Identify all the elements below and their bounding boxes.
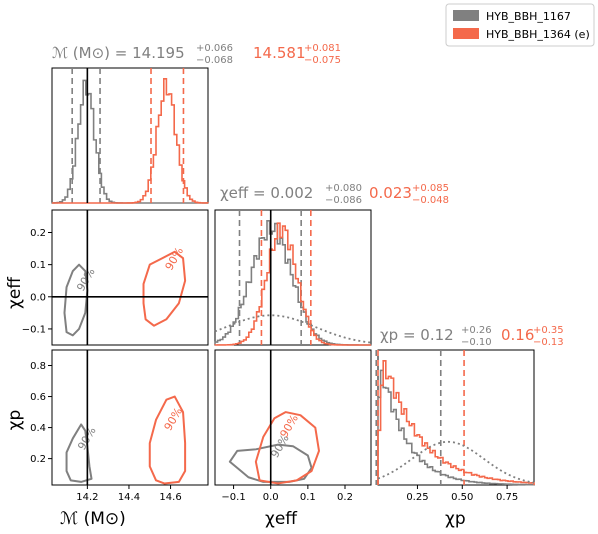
- contour-mchirp-chi_eff-0: [63, 263, 89, 337]
- legend: HYB_BBH_1167 HYB_BBH_1364 (e): [445, 3, 595, 47]
- panel-1d-mchirp: [51, 67, 209, 204]
- xtick-label-chi_eff-1: 0.0: [263, 492, 279, 503]
- panel-2d-mchirp-chi_eff: 90%90%: [51, 209, 209, 346]
- xtick-label-mchirp-1: 14.4: [118, 492, 140, 503]
- xtick-label-chi_p-0: 0.25: [406, 492, 428, 503]
- chi-p-grey-median: 0.12: [420, 326, 453, 344]
- ytick-label-chi-p-1: 0.4: [30, 423, 46, 434]
- panel-2d-chi_eff-chi_p: 90%90%: [214, 349, 372, 486]
- chi-p-grey-plus: +0.26: [461, 325, 492, 336]
- chi-p-grey-minus: −0.10: [461, 337, 492, 348]
- ytick-label-chi-eff-1: 0.0: [30, 292, 46, 303]
- contour-mchirp-chi_p-1: [148, 395, 187, 485]
- x-label-mchirp: ℳ (M⊙): [60, 509, 126, 529]
- ytick-label-chi-eff-0: −0.1: [22, 324, 46, 335]
- xtick-label-chi_p-2: 0.75: [496, 492, 518, 503]
- mchirp-grey-plus: +0.066: [196, 43, 233, 54]
- y-label-chi-p: χp: [5, 410, 25, 431]
- chi-p-title-prefix: χp =: [380, 326, 420, 344]
- mchirp-red-minus: −0.075: [304, 55, 341, 66]
- chi-eff-grey-median: 0.002: [270, 184, 313, 202]
- hist-chi_eff-0: [214, 220, 372, 346]
- hist-mchirp-0: [51, 79, 208, 204]
- chi-eff-grey-plus: +0.080: [325, 183, 362, 194]
- xtick-label-chi_p-1: 0.50: [451, 492, 473, 503]
- frame-2d-mchirp-chi_eff: [51, 209, 209, 346]
- ytick-label-chi-eff-3: 0.2: [30, 228, 46, 239]
- chi-eff-grey-minus: −0.086: [325, 195, 362, 206]
- xtick-label-mchirp-2: 14.6: [159, 492, 181, 503]
- x-label-chi-eff: χeff: [265, 509, 298, 529]
- contour-label-chi_eff-chi_p-1: 90%: [277, 412, 300, 440]
- hist-chi_eff-1: [214, 222, 371, 346]
- hist-chi_p-0: [377, 369, 535, 486]
- panel-1d-chi_p: [375, 349, 535, 486]
- chi-eff-title: χeff = 0.002: [220, 184, 313, 202]
- chi-eff-red-minus: −0.048: [412, 195, 449, 206]
- mchirp-grey-minus: −0.068: [196, 55, 233, 66]
- chi-p-red-plus: +0.35: [533, 325, 564, 336]
- chi-eff-title-prefix: χeff =: [220, 184, 270, 202]
- ytick-label-chi-eff-2: 0.1: [30, 260, 46, 271]
- panel-2d-mchirp-chi_p: 90%90%: [51, 349, 209, 486]
- xtick-label-chi_eff-2: 0.1: [300, 492, 316, 503]
- mchirp-red-median: 14.581: [253, 44, 306, 62]
- chi-p-title: χp = 0.12: [380, 326, 454, 344]
- chi-eff-red-plus: +0.085: [412, 183, 449, 194]
- mchirp-red-plus: +0.081: [304, 43, 341, 54]
- ticks: 14.2 14.4 14.6 −0.1 0.0 0.1 0.2 0.25 0.50 0.75 −0.…: [22, 228, 519, 503]
- contour-chi_eff-chi_p-1: [254, 411, 320, 485]
- ytick-label-chi-p-0: 0.2: [30, 454, 46, 465]
- mchirp-title-prefix: ℳ (M⊙) =: [52, 44, 132, 62]
- xtick-label-mchirp-0: 14.2: [76, 492, 98, 503]
- frame-1d-chi_eff: [214, 209, 372, 346]
- legend-swatch-red: [453, 28, 479, 39]
- ytick-label-chi-p-3: 0.8: [30, 361, 46, 372]
- chi-p-red-median: 0.16: [501, 326, 534, 344]
- contour-label-mchirp-chi_eff-0: 90%: [74, 266, 97, 294]
- hist-chi_p-1: [377, 360, 535, 485]
- contour-mchirp-chi_eff-1: [142, 250, 187, 327]
- legend-label-red: HYB_BBH_1364 (e): [486, 28, 590, 41]
- mchirp-grey-median: 14.195: [132, 44, 185, 62]
- legend-label-grey: HYB_BBH_1167: [486, 10, 571, 23]
- frame-2d-chi_eff-chi_p: [214, 349, 372, 486]
- prior-chi_eff: [214, 314, 372, 344]
- frame-1d-chi_p: [377, 349, 535, 486]
- mchirp-title: ℳ (M⊙) = 14.195: [52, 44, 185, 62]
- panel-1d-chi_eff: [214, 209, 372, 346]
- prior-chi_p: [377, 440, 535, 484]
- x-label-chi-p: χp: [445, 509, 466, 529]
- legend-swatch-grey: [453, 10, 479, 21]
- frame-2d-mchirp-chi_p: [51, 349, 209, 486]
- chi-eff-red-median: 0.023: [369, 184, 412, 202]
- legend-frame: [445, 3, 595, 47]
- xtick-label-chi_eff-3: 0.2: [337, 492, 353, 503]
- chi-p-red-minus: −0.13: [533, 337, 564, 348]
- xtick-label-chi_eff-0: −0.1: [221, 492, 245, 503]
- y-label-chi-eff: χeff: [5, 276, 25, 309]
- hist-mchirp-1: [52, 78, 209, 204]
- ytick-label-chi-p-2: 0.6: [30, 392, 46, 403]
